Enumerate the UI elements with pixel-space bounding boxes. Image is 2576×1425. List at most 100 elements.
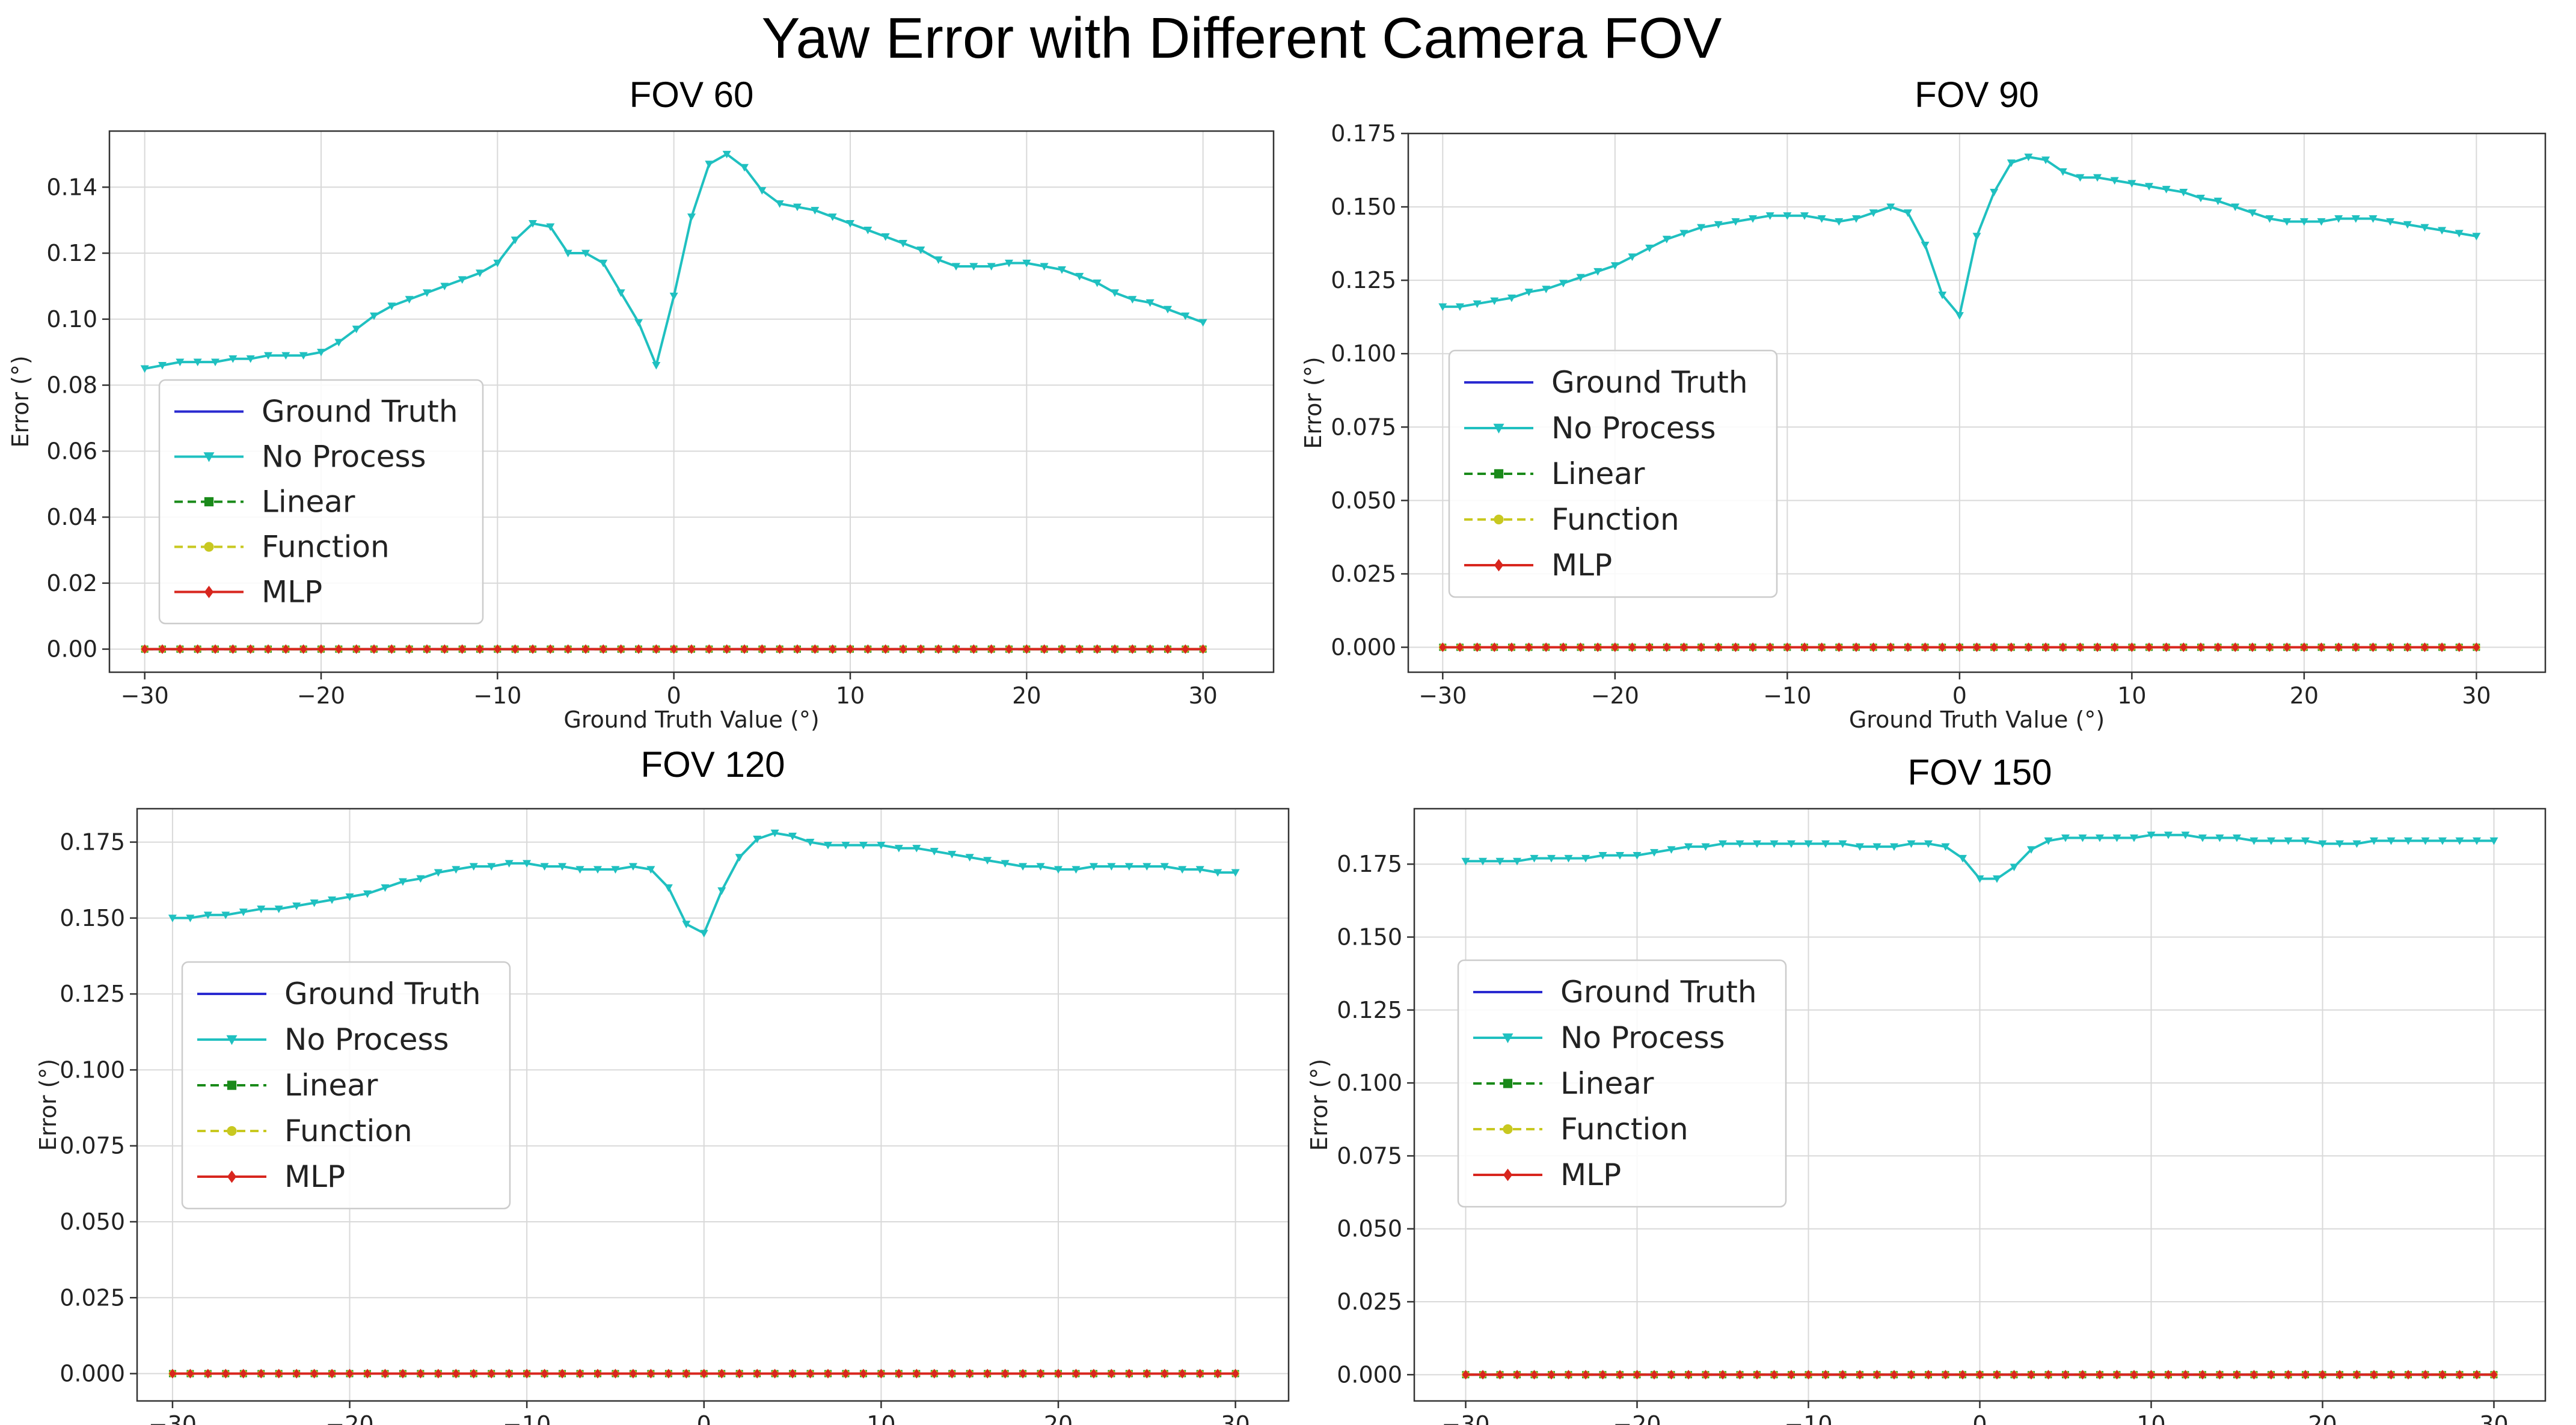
data-point bbox=[1040, 644, 1048, 654]
data-point bbox=[2438, 642, 2446, 652]
data-point bbox=[2233, 1370, 2240, 1380]
data-point bbox=[776, 644, 784, 654]
data-point bbox=[847, 644, 854, 654]
legend-marker bbox=[1503, 1168, 1513, 1181]
data-point bbox=[2267, 837, 2275, 845]
data-point bbox=[441, 644, 449, 654]
data-point bbox=[317, 644, 325, 654]
data-point bbox=[1835, 642, 1843, 652]
data-point bbox=[1495, 857, 1504, 866]
x-tick-label: 30 bbox=[1188, 682, 1217, 709]
data-point bbox=[2301, 837, 2310, 845]
data-point bbox=[1164, 305, 1172, 314]
data-point bbox=[2076, 642, 2084, 652]
data-point bbox=[806, 838, 815, 847]
data-point bbox=[221, 912, 230, 919]
data-point bbox=[1090, 1368, 1097, 1379]
data-point bbox=[1650, 849, 1658, 857]
data-point bbox=[469, 863, 478, 871]
data-point bbox=[2370, 837, 2378, 845]
data-point bbox=[2300, 642, 2308, 652]
data-point bbox=[1146, 644, 1154, 654]
data-point bbox=[1058, 644, 1066, 654]
data-point bbox=[1993, 875, 2001, 883]
data-point bbox=[2317, 218, 2326, 226]
data-point bbox=[1055, 1368, 1062, 1379]
legend-frame bbox=[1457, 959, 1787, 1208]
data-point bbox=[652, 362, 661, 370]
data-point bbox=[222, 1368, 230, 1379]
data-point bbox=[1128, 296, 1137, 304]
data-point bbox=[1438, 303, 1447, 311]
data-point bbox=[1921, 642, 1929, 652]
data-point bbox=[1817, 215, 1826, 223]
data-point bbox=[1143, 1368, 1151, 1379]
data-point bbox=[705, 161, 714, 168]
legend-label: Ground Truth bbox=[284, 976, 481, 1011]
legend-marker bbox=[227, 1126, 237, 1136]
x-tick-label: 0 bbox=[1952, 682, 1967, 709]
data-point bbox=[257, 906, 266, 913]
y-tick-label: 0.000 bbox=[1331, 634, 1396, 660]
legend-label: Ground Truth bbox=[262, 394, 458, 429]
data-point bbox=[1766, 642, 1774, 652]
data-point bbox=[1199, 644, 1207, 654]
data-point bbox=[193, 358, 202, 367]
legend-marker bbox=[204, 542, 214, 552]
data-point bbox=[228, 355, 238, 363]
data-point bbox=[687, 213, 696, 221]
data-point bbox=[1805, 1370, 1812, 1380]
y-tick-label: 0.075 bbox=[1331, 414, 1396, 440]
data-point bbox=[1019, 1368, 1027, 1379]
data-point bbox=[775, 200, 784, 208]
data-point bbox=[984, 1368, 992, 1379]
data-point bbox=[1111, 644, 1118, 654]
data-point bbox=[794, 644, 801, 654]
data-point bbox=[987, 263, 996, 271]
data-point bbox=[2248, 642, 2256, 652]
data-point bbox=[1680, 642, 1688, 652]
data-point bbox=[811, 207, 820, 215]
data-point bbox=[612, 1368, 619, 1379]
data-point bbox=[735, 854, 744, 862]
data-point bbox=[1072, 866, 1081, 874]
data-point bbox=[352, 325, 361, 334]
data-point bbox=[141, 644, 149, 654]
data-point bbox=[2335, 840, 2344, 848]
data-point bbox=[1145, 299, 1155, 307]
y-tick-label: 0.08 bbox=[46, 372, 97, 399]
data-point bbox=[1891, 1370, 1898, 1380]
x-tick-label: 10 bbox=[866, 1411, 895, 1425]
y-tick-label: 0.175 bbox=[1337, 851, 1402, 877]
data-point bbox=[700, 1368, 708, 1379]
data-point bbox=[594, 1368, 601, 1379]
data-point bbox=[1593, 268, 1602, 276]
data-point bbox=[576, 1368, 584, 1379]
subplot-1: FOV 60 −30 −20 −10 0 10 20 30 0.00 0.02 0.04 0.06 0.… bbox=[7, 75, 1275, 733]
x-tick-label: 20 bbox=[1044, 1411, 1073, 1425]
data-point bbox=[388, 644, 396, 654]
legend-frame bbox=[1448, 349, 1778, 598]
data-point bbox=[2421, 642, 2429, 652]
data-point bbox=[364, 1368, 371, 1379]
data-point bbox=[611, 866, 620, 874]
data-point bbox=[2182, 1370, 2189, 1380]
data-point bbox=[2096, 834, 2104, 842]
data-point bbox=[722, 150, 731, 159]
x-tick-label: 30 bbox=[2462, 682, 2491, 709]
legend-label: MLP bbox=[284, 1159, 345, 1194]
data-point bbox=[423, 644, 431, 654]
data-point bbox=[504, 860, 514, 868]
data-point bbox=[370, 644, 378, 654]
plot-frame bbox=[108, 130, 1275, 673]
data-point bbox=[841, 842, 850, 850]
data-point bbox=[1719, 1370, 1726, 1380]
data-point bbox=[1058, 266, 1066, 274]
data-point bbox=[789, 1368, 797, 1379]
data-point bbox=[1548, 1370, 1555, 1380]
data-point bbox=[2353, 1370, 2361, 1380]
legend-marker bbox=[1494, 559, 1504, 572]
data-point bbox=[1513, 857, 1521, 866]
y-tick-label: 0.150 bbox=[1337, 924, 1402, 950]
data-point bbox=[913, 1368, 921, 1379]
